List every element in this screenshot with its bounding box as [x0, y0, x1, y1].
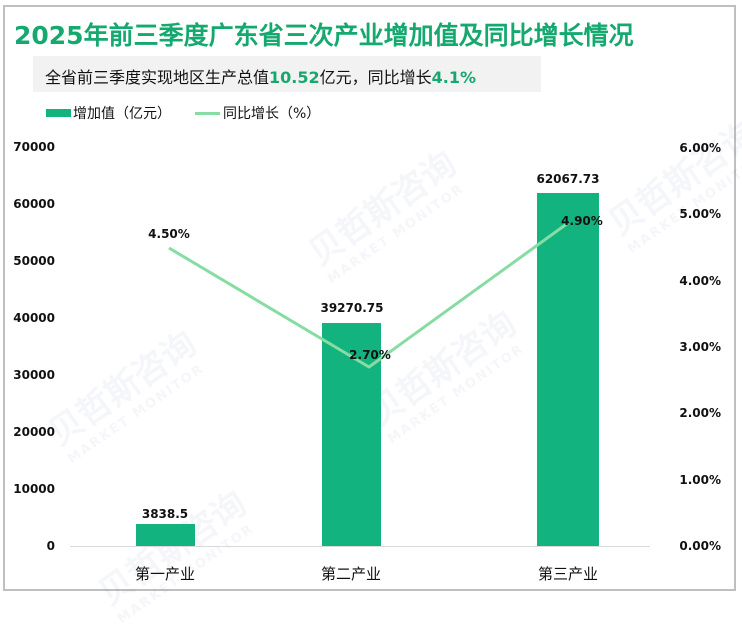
growth-value-label: 2.70%	[349, 348, 391, 362]
right-axis-tick: 6.00%	[679, 141, 721, 155]
bar-secondary-industry	[322, 323, 381, 546]
legend-line-label: 同比增长（%）	[223, 106, 321, 122]
x-axis-line	[70, 546, 650, 547]
growth-value-label: 4.90%	[561, 214, 603, 228]
left-axis-tick: 50000	[13, 254, 55, 268]
summary-prefix: 全省前三季度实现地区生产总值	[45, 68, 270, 87]
bar-tertiary-industry	[537, 193, 599, 546]
left-axis-tick: 30000	[13, 368, 55, 382]
category-label: 第二产业	[320, 565, 381, 583]
growth-line-plot	[168, 221, 569, 369]
bar-primary-industry	[136, 524, 195, 546]
line-legend-swatch	[195, 111, 220, 115]
right-axis-tick: 3.00%	[679, 340, 721, 354]
bar-legend-swatch	[46, 109, 71, 117]
left-axis-tick: 60000	[13, 197, 55, 211]
summary-box: 全省前三季度实现地区生产总值10.52亿元，同比增长4.1%	[33, 56, 541, 92]
summary-middle: 亿元，同比增长	[319, 68, 432, 87]
summary-text: 全省前三季度实现地区生产总值10.52亿元，同比增长4.1%	[45, 64, 476, 88]
left-axis-tick: 10000	[13, 482, 55, 496]
category-label: 第三产业	[537, 565, 598, 583]
left-axis-tick: 40000	[13, 311, 55, 325]
legend: 增加值（亿元） 同比增长（%）	[46, 103, 320, 123]
right-axis-tick: 4.00%	[679, 274, 721, 288]
left-axis-tick: 70000	[13, 140, 55, 154]
right-axis-tick: 5.00%	[679, 207, 721, 221]
legend-bar-label: 增加值（亿元）	[73, 106, 171, 122]
gdp-value: 10.52	[269, 68, 320, 87]
growth-value: 4.1%	[431, 68, 477, 87]
bar-value-label: 62067.73	[536, 172, 600, 186]
right-axis-tick: 2.00%	[679, 406, 721, 420]
chart-title: 2025年前三季度广东省三次产业增加值及同比增长情况	[14, 21, 634, 50]
category-label: 第一产业	[134, 565, 195, 583]
bar-value-label: 39270.75	[320, 301, 384, 315]
right-axis-tick: 1.00%	[679, 473, 721, 487]
growth-value-label: 4.50%	[148, 227, 190, 241]
right-axis-tick: 0.00%	[679, 539, 721, 553]
left-axis-tick: 20000	[13, 425, 55, 439]
bar-value-label: 3838.5	[141, 507, 189, 521]
left-axis-tick: 0	[46, 539, 55, 553]
